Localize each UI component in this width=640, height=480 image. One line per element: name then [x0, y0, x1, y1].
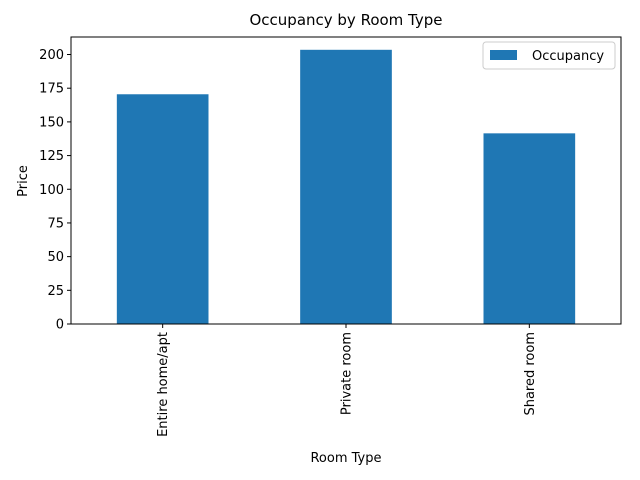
y-tick-label: 175 [39, 82, 64, 97]
x-axis-label: Room Type [310, 451, 381, 466]
y-tick-label: 100 [39, 183, 64, 198]
legend-label: Occupancy [532, 49, 604, 64]
x-tick-label: Shared room [523, 332, 538, 416]
legend: Occupancy [482, 41, 616, 70]
y-tick-label: 150 [39, 115, 64, 130]
y-axis-label: Price [16, 165, 31, 197]
y-tick-label: 200 [39, 48, 64, 63]
bar-2 [483, 133, 576, 324]
plot-frame [70, 36, 622, 325]
x-axis: Entire home/apt Private room Shared room [156, 324, 538, 437]
y-tick-label: 25 [47, 284, 64, 299]
x-tick-label: Private room [340, 332, 355, 415]
y-tick-label: 0 [56, 318, 64, 333]
bar-1 [300, 49, 392, 324]
x-tick-label: Entire home/apt [156, 332, 171, 437]
y-tick-label: 50 [47, 250, 64, 265]
y-tick-label: 75 [47, 216, 64, 231]
plot-area [116, 49, 576, 324]
legend-swatch [490, 50, 517, 60]
y-axis: 0 25 50 75 100 125 150 175 200 [39, 48, 71, 333]
legend-box [482, 41, 616, 70]
bar-0 [116, 94, 209, 324]
chart-title: Occupancy by Room Type [249, 11, 442, 29]
y-tick-label: 125 [39, 149, 64, 164]
